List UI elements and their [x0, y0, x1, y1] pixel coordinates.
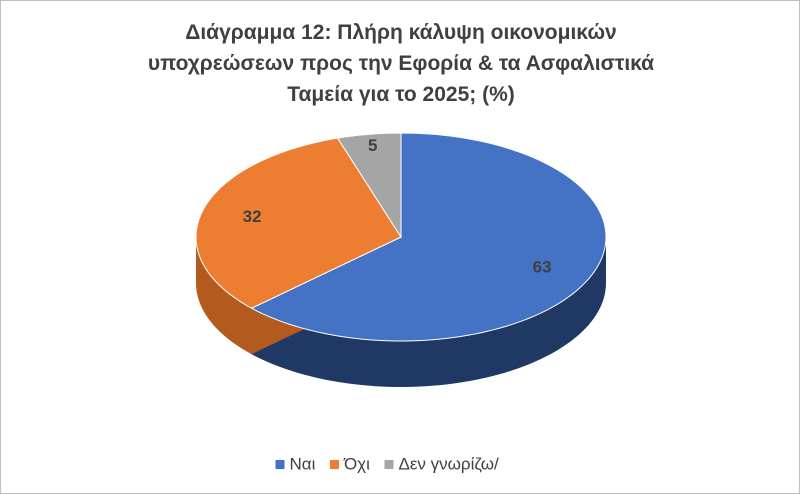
pie-slice	[336, 132, 402, 239]
pie-slice	[250, 132, 607, 342]
data-label: 63	[533, 257, 552, 276]
legend-swatch	[384, 460, 394, 469]
data-label: 32	[243, 207, 262, 226]
pie-slice	[195, 137, 402, 309]
legend-label: Όχι	[343, 454, 370, 473]
legend: Ναι Όχι Δεν γνωρίζω/	[275, 454, 500, 473]
chart-title: Διάγραμμα 12: Πλήρη κάλυψη οικονομικών υ…	[147, 21, 655, 106]
legend-swatch	[275, 460, 285, 469]
data-label: 5	[368, 136, 377, 155]
pie-side	[251, 237, 606, 387]
pie-side	[196, 237, 252, 355]
legend-label: Δεν γνωρίζω/	[399, 454, 500, 473]
legend-swatch	[330, 460, 339, 469]
legend-label: Ναι	[290, 454, 316, 473]
